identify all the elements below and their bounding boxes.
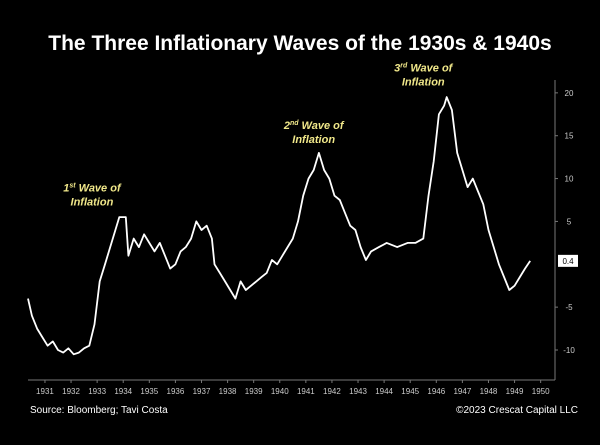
credit: ©2023 Crescat Capital LLC (456, 405, 578, 416)
y-tick-label: 10 (565, 175, 574, 184)
x-tick-label: 1933 (88, 387, 106, 396)
x-tick-label: 1938 (219, 387, 237, 396)
annotation-text: Wave of (407, 62, 453, 74)
x-tick-label: 1946 (427, 387, 445, 396)
x-tick-label: 1942 (323, 387, 341, 396)
x-tick-label: 1949 (506, 387, 524, 396)
chart-title: The Three Inflationary Waves of the 1930… (48, 32, 551, 55)
annotation-number: 1 (63, 182, 69, 194)
annotation-text: Wave of (299, 120, 345, 132)
annotation-number: 2 (283, 120, 290, 132)
y-tick-label: 20 (565, 89, 574, 98)
x-tick-label: 1950 (532, 387, 550, 396)
x-tick-label: 1944 (375, 387, 393, 396)
annotation: 3rd Wave of (394, 62, 453, 74)
annotation: 1st Wave of (63, 182, 122, 194)
y-tick-label: -10 (563, 346, 575, 355)
annotation-line2: Inflation (71, 196, 114, 208)
x-tick-label: 1939 (245, 387, 263, 396)
y-tick-label: 5 (567, 217, 572, 226)
source: Source: Bloomberg; Tavi Costa (30, 405, 168, 416)
annotation-sup: st (69, 182, 76, 189)
x-tick-label: 1948 (480, 387, 498, 396)
x-tick-label: 1931 (36, 387, 54, 396)
x-tick-label: 1943 (349, 387, 367, 396)
x-tick-label: 1945 (401, 387, 419, 396)
annotation: 2nd Wave of (283, 120, 345, 132)
annotation-text: Wave of (76, 182, 122, 194)
last-value-label: 0.4 (562, 257, 574, 266)
x-tick-label: 1940 (271, 387, 289, 396)
annotation-number: 3 (394, 62, 400, 74)
x-tick-label: 1932 (62, 387, 80, 396)
annotation-line2: Inflation (402, 76, 445, 88)
x-tick-label: 1935 (140, 387, 158, 396)
y-tick-label: 15 (565, 132, 574, 141)
y-tick-label: -5 (565, 303, 573, 312)
x-tick-label: 1941 (297, 387, 315, 396)
last-value-box (558, 254, 578, 267)
x-tick-label: 1937 (193, 387, 211, 396)
annotation-sup: nd (290, 120, 299, 127)
x-tick-label: 1936 (167, 387, 185, 396)
x-tick-label: 1947 (453, 387, 471, 396)
line (27, 96, 531, 356)
annotation-line2: Inflation (292, 134, 335, 146)
annotation-sup: rd (400, 62, 408, 69)
x-tick-label: 1934 (114, 387, 132, 396)
